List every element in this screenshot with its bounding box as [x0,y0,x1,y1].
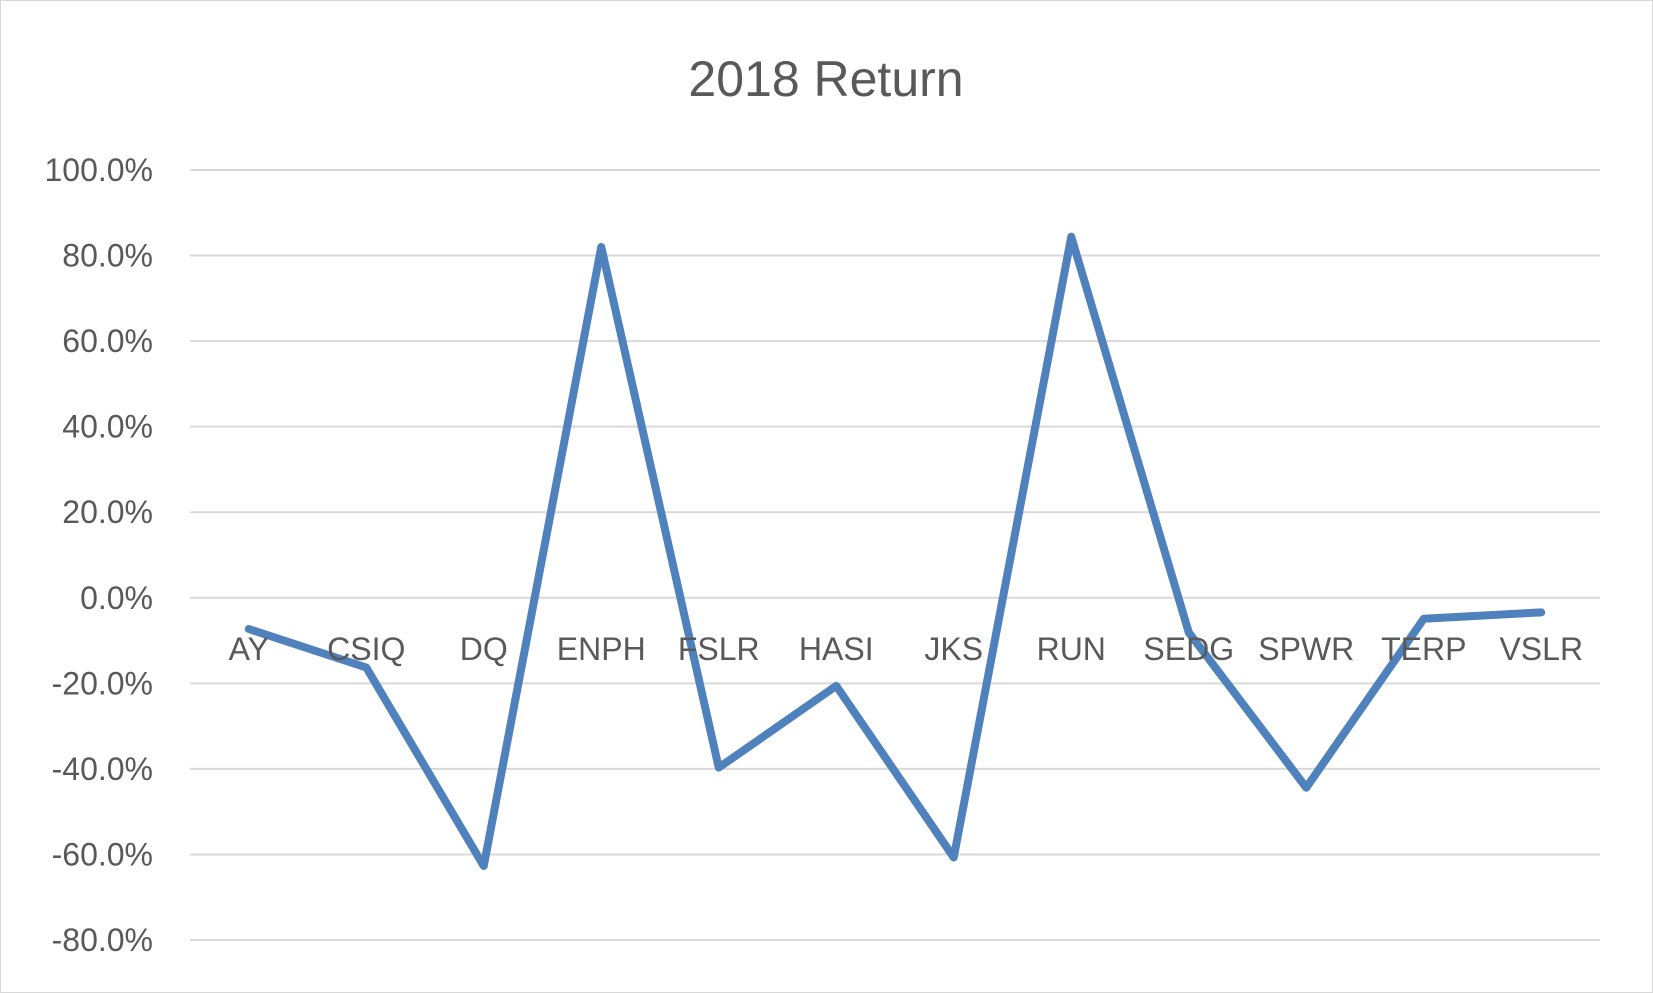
chart-title: 2018 Return [688,51,963,107]
y-axis-tick-labels: 100.0% 80.0% 60.0% 40.0% 20.0% 0.0% -20.0% -40.… [44,152,153,958]
y-tick-label: 20.0% [62,494,153,530]
x-tick-label: TERP [1381,631,1466,667]
y-tick-label: -80.0% [52,922,153,958]
x-tick-label: CSIQ [327,631,405,667]
y-tick-label: -40.0% [52,751,153,787]
x-tick-label: SEDG [1143,631,1234,667]
y-tick-label: 100.0% [44,152,153,188]
y-tick-label: 0.0% [80,580,153,616]
x-tick-label: FSLR [678,631,760,667]
x-tick-label: SPWR [1258,631,1354,667]
x-tick-label: HASI [799,631,874,667]
y-tick-label: 40.0% [62,409,153,445]
x-tick-label: JKS [924,631,983,667]
x-tick-label: AY [229,631,269,667]
x-axis-tick-labels: AY CSIQ DQ ENPH FSLR HASI JKS RUN SEDG SPWR TERP VS… [229,631,1583,667]
x-tick-label: ENPH [557,631,646,667]
y-tick-label: 60.0% [62,323,153,359]
y-tick-label: -20.0% [52,665,153,701]
x-tick-label: RUN [1037,631,1106,667]
series-layer [244,232,1546,870]
x-tick-label: DQ [460,631,508,667]
series-line [244,232,1546,870]
x-tick-label: VSLR [1499,631,1583,667]
y-tick-label: -60.0% [52,836,153,872]
y-tick-label: 80.0% [62,238,153,274]
gridlines [190,169,1600,941]
